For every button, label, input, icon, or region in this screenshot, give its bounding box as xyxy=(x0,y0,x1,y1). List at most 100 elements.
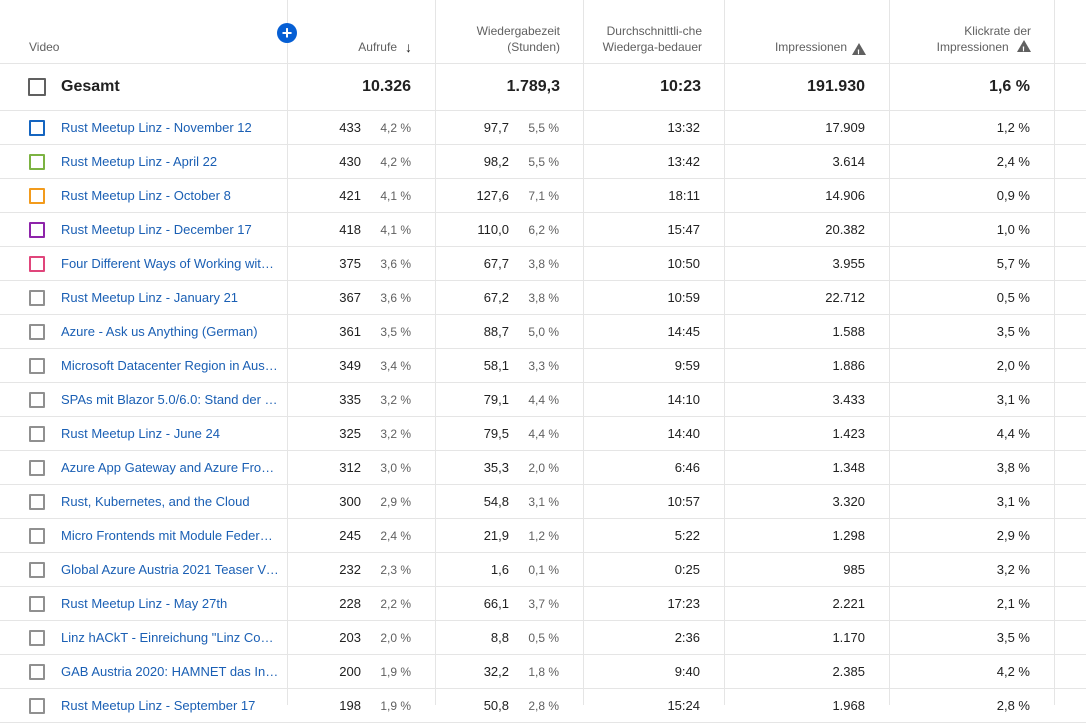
watch-time-percent: 5,5 % xyxy=(528,154,559,169)
row-checkbox[interactable] xyxy=(29,527,45,544)
table-row: GAB Austria 2020: HAMNET das Int… 200 1,9 … xyxy=(0,655,1086,689)
watch-time-value: 66,1 xyxy=(483,596,509,611)
row-checkbox-cell xyxy=(29,621,47,654)
watch-time-percent: 6,2 % xyxy=(528,222,559,237)
views-percent: 3,4 % xyxy=(380,358,411,373)
watch-time-value: 35,3 xyxy=(483,460,509,475)
views-percent: 3,6 % xyxy=(380,290,411,305)
video-title-link[interactable]: Linz hACkT - Einreichung "Linz Code… xyxy=(61,630,279,645)
column-header-views[interactable]: Aufrufe ↓ xyxy=(358,39,412,55)
row-checkbox-cell xyxy=(29,213,47,246)
video-title-link[interactable]: Rust, Kubernetes, and the Cloud xyxy=(61,494,250,509)
row-checkbox[interactable] xyxy=(29,153,45,170)
column-header-avg-duration[interactable]: Durchschnittli-che Wiederga-bedauer xyxy=(602,24,702,54)
row-checkbox[interactable] xyxy=(29,629,45,646)
column-header-ctr[interactable]: Klickrate der Impressionen xyxy=(895,0,1031,63)
table-row: Rust Meetup Linz - October 8 421 4,1 % 127,… xyxy=(0,179,1086,213)
row-checkbox[interactable] xyxy=(29,493,45,510)
table-row: Rust Meetup Linz - April 22 430 4,2 % 98,2 5… xyxy=(0,145,1086,179)
video-title-link[interactable]: Rust Meetup Linz - June 24 xyxy=(61,426,220,441)
row-checkbox[interactable] xyxy=(29,595,45,612)
video-title-link[interactable]: Rust Meetup Linz - January 21 xyxy=(61,290,239,305)
row-checkbox[interactable] xyxy=(29,187,45,204)
ctr-value: 3,5 % xyxy=(996,324,1030,339)
table-row: Rust Meetup Linz - November 12 433 4,2 % 97… xyxy=(0,111,1086,145)
avg-duration-value: 14:40 xyxy=(667,426,700,441)
column-header-watch-time[interactable]: Wiedergabezeit (Stunden) xyxy=(476,24,560,54)
watch-time-percent: 1,8 % xyxy=(528,664,559,679)
plus-icon: + xyxy=(281,23,293,43)
views-percent: 4,2 % xyxy=(380,120,411,135)
ctr-value: 0,5 % xyxy=(996,290,1030,305)
video-title-link[interactable]: Microsoft Datacenter Region in Aust… xyxy=(61,358,279,373)
video-title-link[interactable]: SPAs mit Blazor 5.0/6.0: Stand der … xyxy=(61,392,278,407)
video-title-link[interactable]: Rust Meetup Linz - December 17 xyxy=(61,222,252,237)
avg-duration-value: 2:36 xyxy=(674,630,700,645)
avg-duration-value: 15:24 xyxy=(667,698,700,713)
avg-duration-value: 13:42 xyxy=(667,154,700,169)
table-row: Linz hACkT - Einreichung "Linz Code… 203 2… xyxy=(0,621,1086,655)
watch-time-percent: 3,3 % xyxy=(528,358,559,373)
video-title-link[interactable]: Azure - Ask us Anything (German) xyxy=(61,324,258,339)
table-row: Rust Meetup Linz - May 27th 228 2,2 % 66,1 3… xyxy=(0,587,1086,621)
row-checkbox[interactable] xyxy=(29,459,45,476)
watch-time-percent: 7,1 % xyxy=(528,188,559,203)
row-checkbox[interactable] xyxy=(29,323,45,340)
views-value: 245 xyxy=(339,528,361,543)
row-checkbox[interactable] xyxy=(29,425,45,442)
table-row: Rust Meetup Linz - June 24 325 3,2 % 79,5 4,… xyxy=(0,417,1086,451)
video-title-link[interactable]: Rust Meetup Linz - November 12 xyxy=(61,120,252,135)
watch-time-percent: 5,0 % xyxy=(528,324,559,339)
row-checkbox[interactable] xyxy=(29,357,45,374)
views-value: 232 xyxy=(339,562,361,577)
row-checkbox-cell xyxy=(29,485,47,518)
table-row: Micro Frontends mit Module Federa… 245 2,4… xyxy=(0,519,1086,553)
views-value: 418 xyxy=(339,222,361,237)
video-title-link[interactable]: Rust Meetup Linz - April 22 xyxy=(61,154,218,169)
ctr-value: 3,5 % xyxy=(996,630,1030,645)
impressions-value: 20.382 xyxy=(825,222,865,237)
impressions-value: 1.886 xyxy=(832,358,865,373)
row-checkbox[interactable] xyxy=(29,697,45,714)
impressions-value: 1.423 xyxy=(832,426,865,441)
row-checkbox[interactable] xyxy=(29,255,45,272)
column-header-video[interactable]: Video xyxy=(29,40,60,54)
avg-duration-value: 10:50 xyxy=(667,256,700,271)
video-title-link[interactable]: GAB Austria 2020: HAMNET das Int… xyxy=(61,664,279,679)
watch-time-percent: 3,8 % xyxy=(528,290,559,305)
impressions-value: 1.298 xyxy=(832,528,865,543)
video-title-link[interactable]: Azure App Gateway and Azure Front… xyxy=(61,460,279,475)
views-value: 361 xyxy=(339,324,361,339)
row-checkbox[interactable] xyxy=(29,391,45,408)
views-value: 228 xyxy=(339,596,361,611)
row-checkbox-cell xyxy=(29,553,47,586)
ctr-value: 1,2 % xyxy=(996,120,1030,135)
table-row: Microsoft Datacenter Region in Aust… 349 3… xyxy=(0,349,1086,383)
select-all-checkbox[interactable] xyxy=(28,78,46,96)
watch-time-percent: 0,5 % xyxy=(528,630,559,645)
video-title-link[interactable]: Four Different Ways of Working with… xyxy=(61,256,279,271)
views-value: 433 xyxy=(339,120,361,135)
row-checkbox[interactable] xyxy=(29,119,45,136)
add-column-button[interactable]: + xyxy=(277,23,297,43)
row-checkbox[interactable] xyxy=(29,221,45,238)
watch-time-percent: 4,4 % xyxy=(528,426,559,441)
row-checkbox-cell xyxy=(29,519,47,552)
row-checkbox[interactable] xyxy=(29,663,45,680)
video-title-link[interactable]: Rust Meetup Linz - September 17 xyxy=(61,698,256,713)
ctr-value: 2,1 % xyxy=(996,596,1030,611)
impressions-value: 3.955 xyxy=(832,256,865,271)
column-header-impressions[interactable]: Impressionen xyxy=(730,0,866,63)
row-checkbox-cell xyxy=(29,315,47,348)
row-checkbox[interactable] xyxy=(29,561,45,578)
views-percent: 3,6 % xyxy=(380,256,411,271)
video-title-link[interactable]: Global Azure Austria 2021 Teaser Vi… xyxy=(61,562,279,577)
video-title-link[interactable]: Rust Meetup Linz - October 8 xyxy=(61,188,231,203)
video-title-link[interactable]: Micro Frontends mit Module Federa… xyxy=(61,528,279,543)
row-checkbox[interactable] xyxy=(29,289,45,306)
video-title-link[interactable]: Rust Meetup Linz - May 27th xyxy=(61,596,228,611)
table-row: SPAs mit Blazor 5.0/6.0: Stand der … 335 3… xyxy=(0,383,1086,417)
ctr-value: 4,2 % xyxy=(996,664,1030,679)
arrow-down-icon: ↓ xyxy=(405,39,412,55)
